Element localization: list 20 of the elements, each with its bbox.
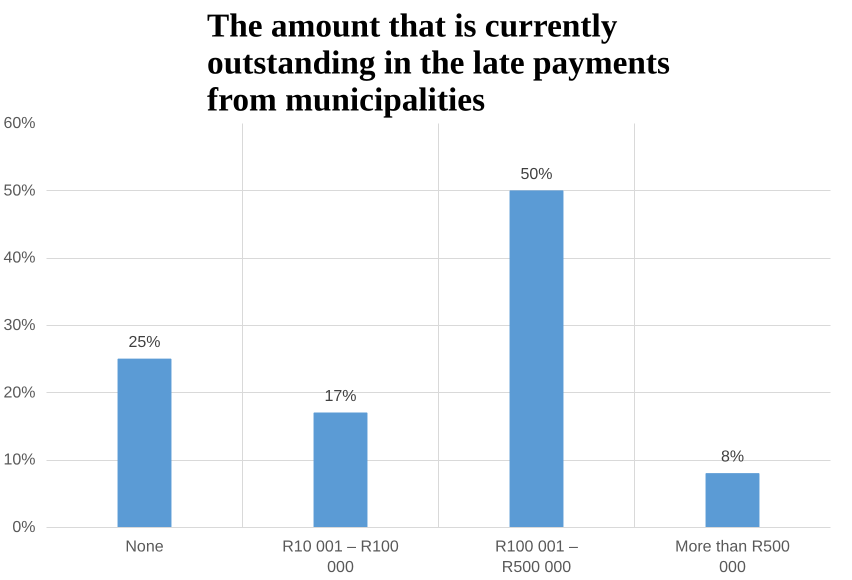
- x-tick-label: More than R500 000: [675, 538, 790, 576]
- y-tick-label: 10%: [3, 452, 36, 469]
- x-tick-label: None: [125, 538, 164, 556]
- bar: [118, 358, 172, 528]
- data-label: 50%: [520, 166, 553, 183]
- x-tick-label: R100 001 – R500 000: [495, 538, 578, 576]
- y-tick-label: 40%: [3, 250, 36, 267]
- data-label: 8%: [720, 448, 744, 466]
- y-tick-label: 60%: [3, 115, 36, 132]
- data-label: 25%: [128, 334, 161, 352]
- x-tick-label: R10 001 – R100 000: [282, 538, 399, 576]
- y-tick-label: 30%: [3, 317, 36, 334]
- data-label: 17%: [324, 388, 357, 406]
- bar: [706, 473, 760, 528]
- y-tick-label: 20%: [3, 384, 36, 402]
- chart-title: The amount that is currently outstanding in the late payments from municipalities: [207, 8, 670, 118]
- y-tick-label: 50%: [3, 182, 36, 200]
- y-tick-label: 0%: [12, 519, 36, 536]
- bar: [314, 412, 368, 528]
- bar: [510, 190, 564, 528]
